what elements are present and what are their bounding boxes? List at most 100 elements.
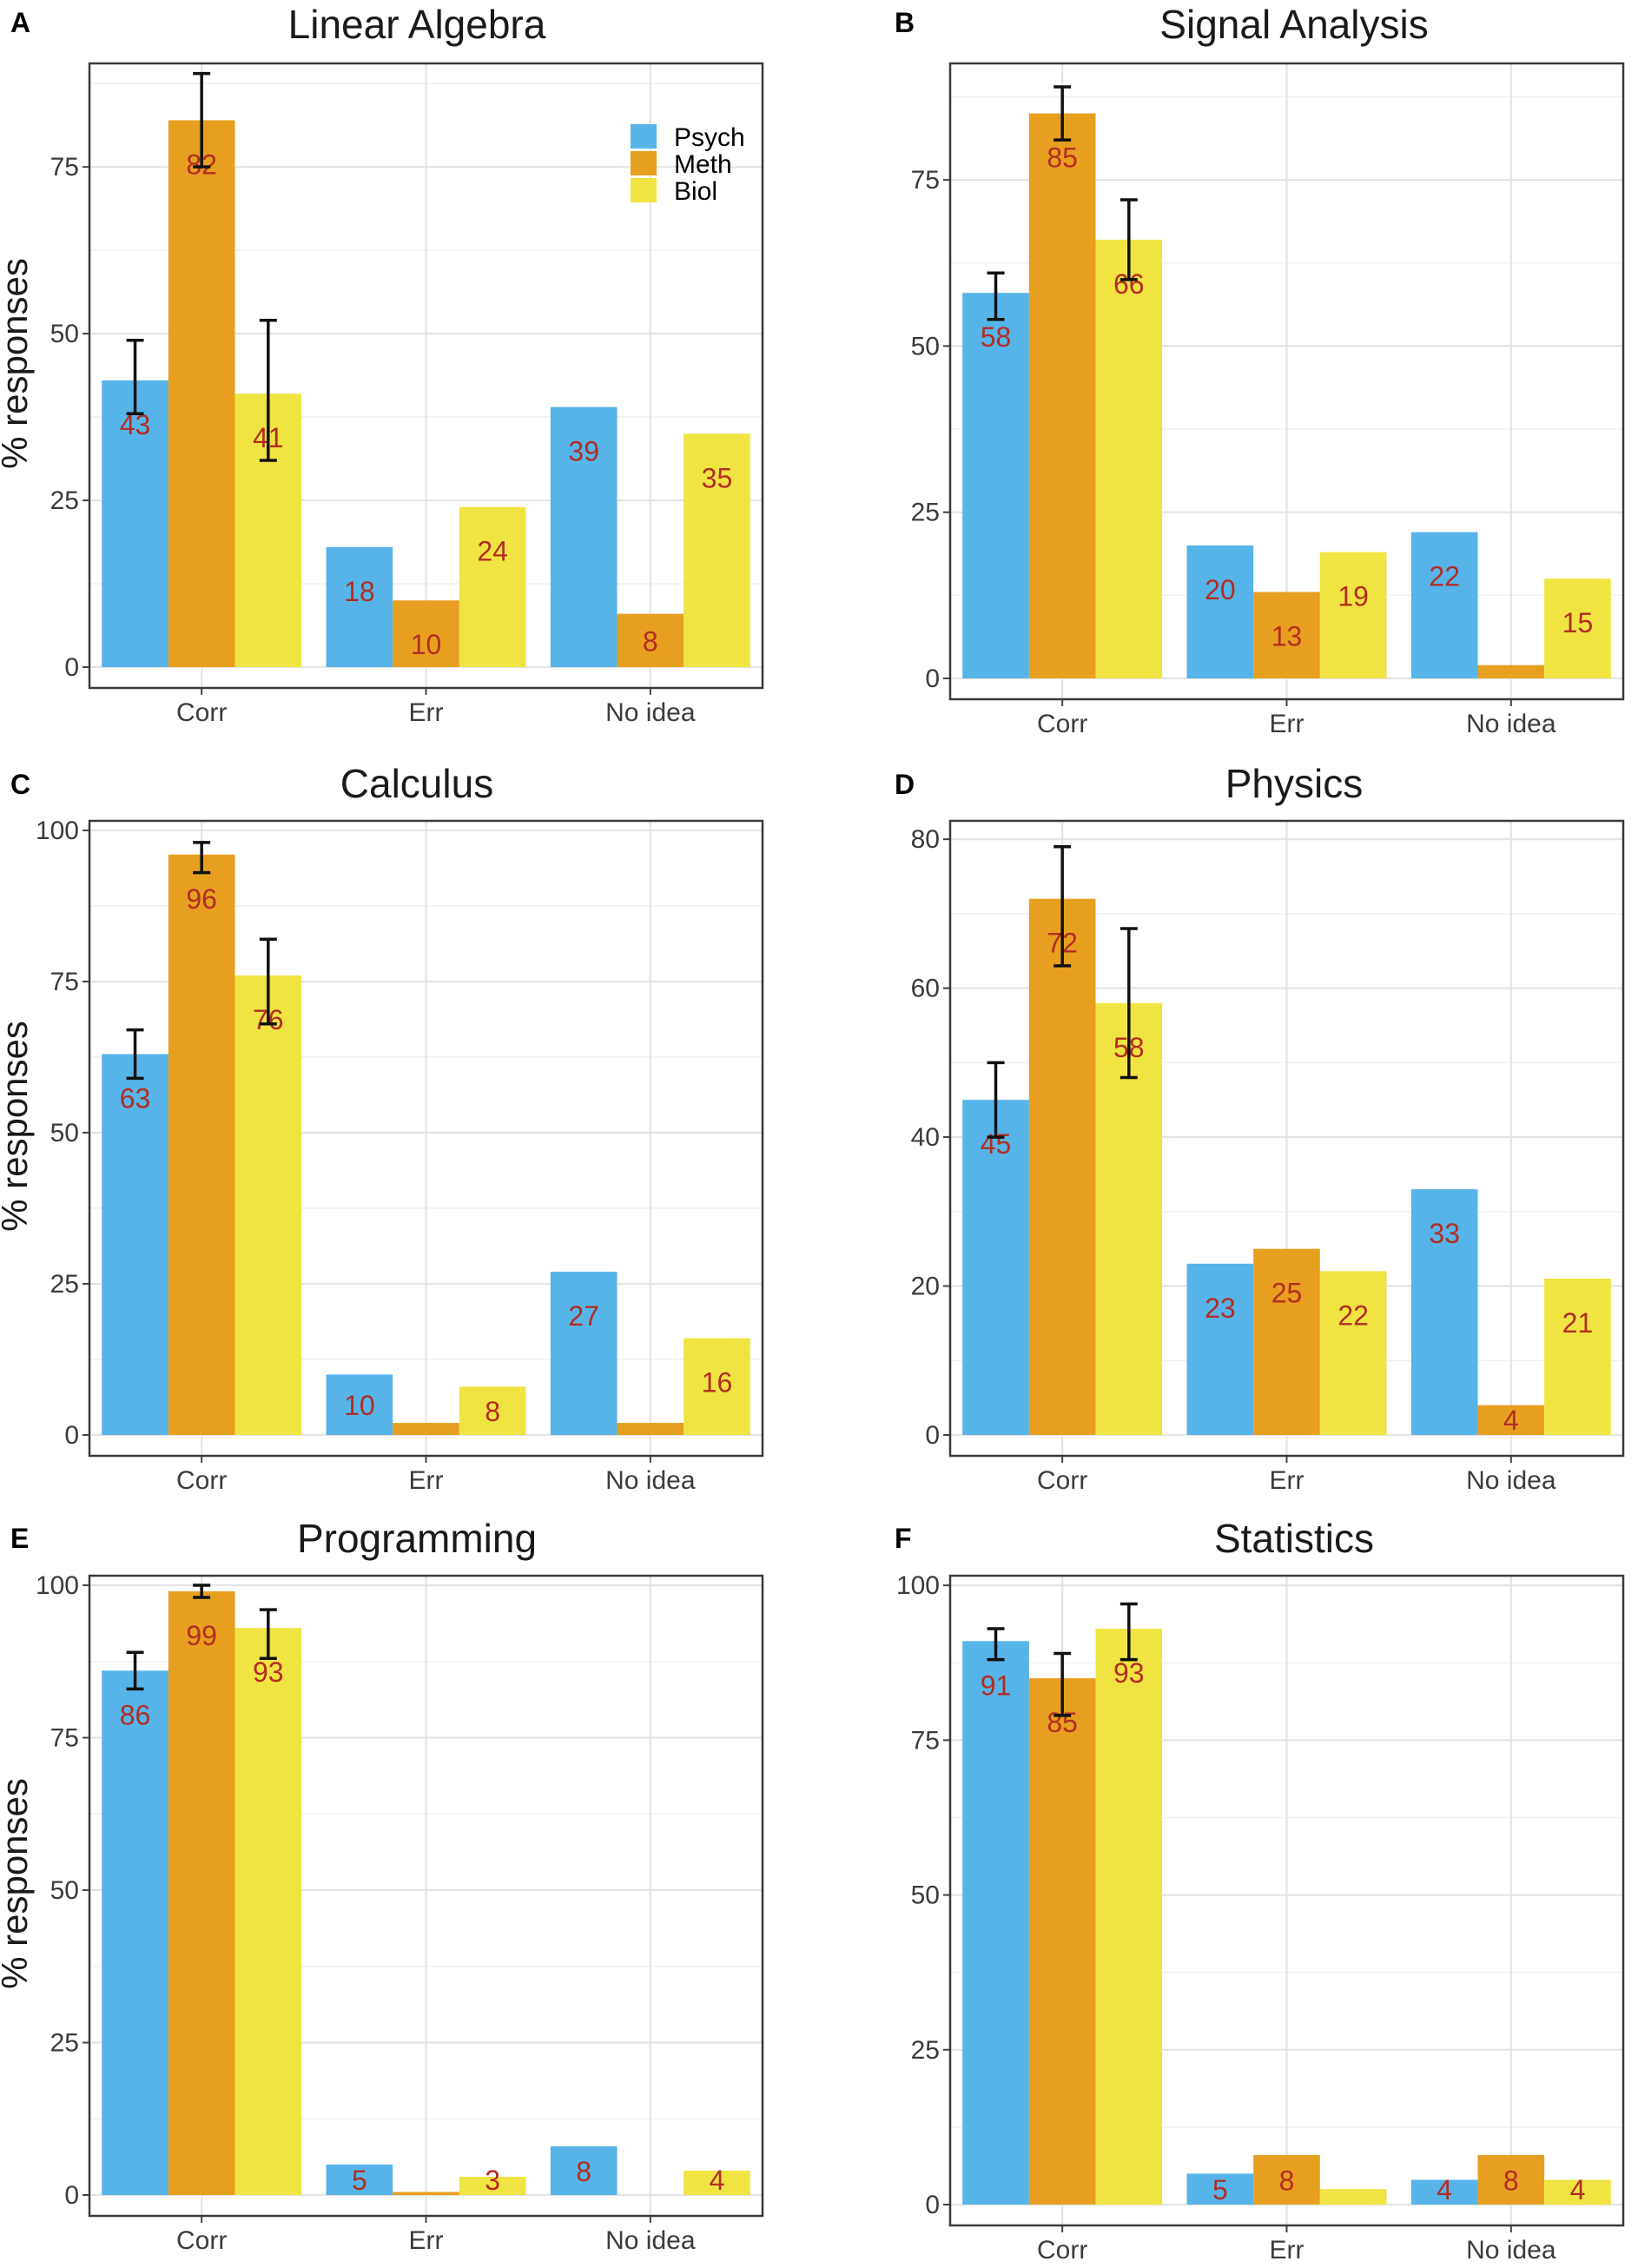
x-tick-label: No idea xyxy=(605,1466,696,1495)
bar-psych-no-idea xyxy=(550,1272,618,1435)
data-label: 8 xyxy=(643,625,658,657)
bar-psych-corr xyxy=(102,1670,168,2195)
bar-meth-no-idea xyxy=(1477,1405,1545,1435)
x-tick-label: No idea xyxy=(1466,2236,1556,2265)
y-axis-label: % responses xyxy=(0,1021,35,1232)
legend-label: Biol xyxy=(674,177,717,206)
data-label: 10 xyxy=(411,629,442,660)
bar-biol-err xyxy=(1319,2189,1387,2205)
bar-meth-corr xyxy=(168,120,235,667)
bar-psych-err xyxy=(326,546,393,667)
data-label: 21 xyxy=(1562,1307,1594,1339)
y-tick-label: 50 xyxy=(50,1119,79,1147)
chart-title: Programming xyxy=(297,1516,537,1561)
y-tick-label: 25 xyxy=(911,2036,940,2065)
data-label: 10 xyxy=(344,1390,375,1421)
bar-biol-err xyxy=(459,1386,526,1435)
bar-biol-no-idea xyxy=(1544,2179,1611,2205)
bar-biol-err xyxy=(459,2176,526,2195)
data-label: 23 xyxy=(1205,1293,1236,1324)
bar-biol-err xyxy=(1319,552,1387,678)
data-label: 18 xyxy=(344,576,375,607)
bar-meth-err xyxy=(393,600,459,667)
bar-meth-err xyxy=(1253,1248,1320,1435)
data-label: 99 xyxy=(186,1620,217,1651)
y-tick-label: 75 xyxy=(50,968,79,996)
data-label: 22 xyxy=(1337,1299,1369,1331)
bar-meth-corr xyxy=(1028,113,1096,679)
data-label: 3 xyxy=(485,2165,500,2196)
x-tick-label: Corr xyxy=(176,698,227,727)
bar-meth-no-idea xyxy=(617,1423,684,1435)
chart-title: Linear Algebra xyxy=(288,2,546,47)
legend-swatch-biol xyxy=(631,178,657,202)
y-tick-label: 100 xyxy=(36,817,79,845)
bar-biol-no-idea xyxy=(684,433,750,667)
data-label: 4 xyxy=(1570,2174,1586,2205)
data-label: 5 xyxy=(352,2165,367,2196)
bar-psych-no-idea xyxy=(550,2146,618,2195)
bar-psych-corr xyxy=(102,380,168,667)
bar-psych-err xyxy=(1186,1263,1254,1435)
data-label: 24 xyxy=(477,536,508,567)
bar-psych-corr xyxy=(102,1054,168,1435)
bar-biol-no-idea xyxy=(1544,579,1611,678)
bar-meth-err xyxy=(393,1423,459,1435)
data-label: 93 xyxy=(1113,1657,1145,1689)
y-axis-label: % responses xyxy=(0,1778,35,1989)
bar-meth-no-idea xyxy=(617,613,684,667)
data-label: 8 xyxy=(1279,2165,1295,2196)
panel-letter: D xyxy=(895,769,915,800)
bar-psych-no-idea xyxy=(1410,532,1478,678)
y-tick-label: 0 xyxy=(64,2181,79,2210)
legend-label: Meth xyxy=(674,150,732,179)
plot-border xyxy=(948,62,1625,701)
data-label: 20 xyxy=(1205,574,1236,605)
y-tick-label: 75 xyxy=(50,1724,79,1753)
y-tick-label: 25 xyxy=(50,2029,79,2058)
y-tick-label: 50 xyxy=(50,320,79,348)
data-label: 16 xyxy=(702,1367,733,1398)
plot-border xyxy=(88,62,764,690)
legend-label: Psych xyxy=(674,123,745,152)
data-label: 5 xyxy=(1212,2174,1228,2205)
bar-biol-no-idea xyxy=(1544,1278,1611,1435)
y-tick-label: 50 xyxy=(50,1876,79,1905)
data-label: 8 xyxy=(485,1396,500,1427)
data-label: 19 xyxy=(1337,581,1369,612)
data-label: 4 xyxy=(1437,2174,1452,2205)
data-label: 93 xyxy=(253,1656,284,1688)
bar-psych-no-idea xyxy=(550,407,618,667)
y-tick-label: 80 xyxy=(911,825,940,854)
y-tick-label: 0 xyxy=(925,2191,940,2219)
data-label: 15 xyxy=(1562,607,1594,638)
data-label: 85 xyxy=(1047,142,1078,174)
x-tick-label: No idea xyxy=(1466,710,1556,738)
y-tick-label: 40 xyxy=(911,1123,940,1152)
bar-psych-no-idea xyxy=(1410,2179,1478,2205)
legend-swatch-psych xyxy=(631,124,657,149)
chart-panel-e: E Programming % responses 0 25 50 75 100 86 5 8 99 9… xyxy=(0,1516,764,2255)
y-tick-label: 100 xyxy=(896,1571,940,1600)
bar-biol-corr xyxy=(1095,1629,1163,2205)
bar-meth-no-idea xyxy=(1477,665,1545,678)
data-label: 86 xyxy=(120,1699,151,1730)
panel-letter: B xyxy=(895,7,915,38)
bar-psych-corr xyxy=(962,1641,1029,2205)
bar-biol-no-idea xyxy=(684,1338,750,1435)
panel-letter: F xyxy=(895,1523,912,1554)
bar-biol-corr xyxy=(1095,239,1163,678)
data-label: 8 xyxy=(576,2156,591,2187)
bar-psych-no-idea xyxy=(1410,1189,1478,1435)
x-tick-label: Corr xyxy=(1037,2236,1087,2265)
data-label: 39 xyxy=(568,436,599,467)
y-tick-label: 0 xyxy=(925,665,940,693)
x-tick-label: Err xyxy=(1270,710,1304,738)
x-tick-label: Corr xyxy=(176,1466,227,1495)
bar-biol-corr xyxy=(234,975,302,1435)
